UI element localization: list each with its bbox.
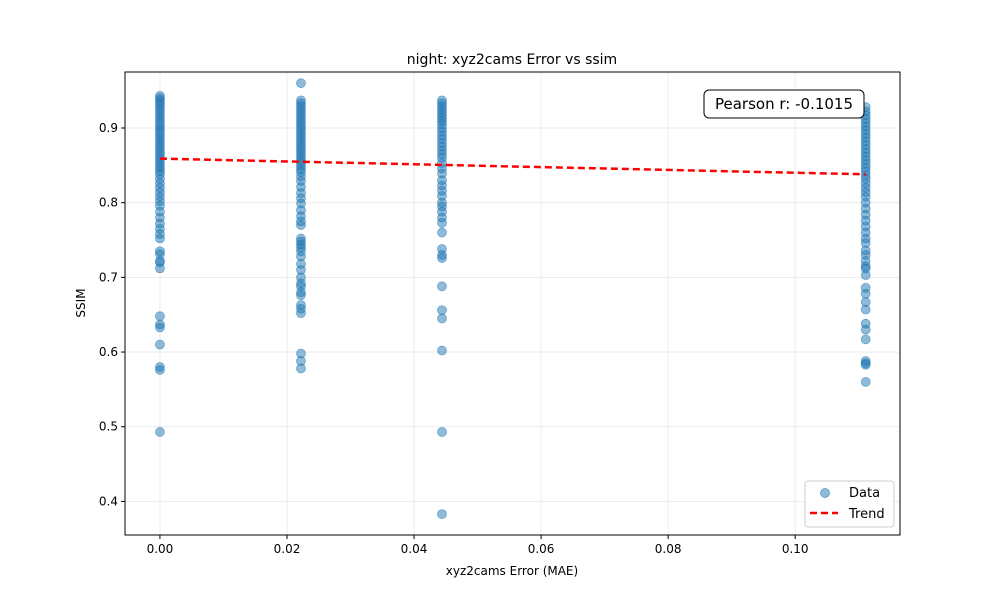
data-point (296, 78, 306, 89)
pearson-annotation: Pearson r: -0.1015 (703, 89, 865, 119)
data-point (860, 334, 871, 345)
legend-data-marker (820, 488, 830, 498)
data-point (860, 270, 871, 281)
data-point (437, 313, 447, 324)
data-point (155, 322, 165, 333)
y-axis-label: SSIM (74, 288, 88, 317)
y-axis-ticks: 0.4 0.5 0.6 0.7 0.8 0.9 (99, 121, 125, 508)
trend-line (159, 157, 866, 176)
data-point (437, 253, 447, 263)
trend-layer (159, 157, 866, 176)
pearson-annotation-text: Pearson r: -0.1015 (715, 95, 853, 113)
data-point (296, 308, 306, 319)
data-points (155, 78, 871, 519)
y-tick-label: 0.9 (99, 121, 118, 135)
data-point (155, 311, 165, 322)
data-point (296, 363, 306, 374)
data-point (860, 324, 871, 335)
chart-title: night: xyz2cams Error vs ssim (407, 52, 617, 68)
data-point (437, 217, 447, 228)
data-point (437, 227, 447, 238)
data-point (437, 427, 447, 437)
data-point (860, 377, 871, 387)
data-point (296, 220, 306, 230)
data-point (155, 365, 165, 375)
legend-trend-label: Trend (848, 507, 885, 522)
x-axis-label: xyz2cams Error (MAE) (446, 564, 578, 578)
data-point (437, 345, 447, 356)
grid (125, 72, 900, 535)
y-tick-label: 0.5 (99, 420, 118, 434)
x-tick-label: 0.08 (655, 542, 682, 556)
x-tick-label: 0.04 (401, 542, 428, 556)
x-tick-label: 0.06 (528, 542, 555, 556)
data-point (155, 233, 165, 244)
data-point (437, 305, 447, 316)
data-point (155, 427, 165, 437)
x-tick-label: 0.10 (782, 542, 809, 556)
data-point (860, 359, 871, 370)
y-tick-label: 0.4 (99, 494, 118, 508)
data-point (155, 339, 165, 350)
y-tick-label: 0.8 (99, 196, 118, 210)
x-axis-ticks: 0.00 0.02 0.04 0.06 0.08 0.10 (147, 535, 809, 556)
legend: Data Trend (804, 480, 895, 528)
data-point (437, 509, 447, 519)
data-point (860, 288, 871, 299)
legend-data-label: Data (849, 486, 880, 501)
data-point (437, 281, 447, 292)
data-point (296, 290, 306, 301)
annotation-box (703, 89, 865, 119)
x-tick-label: 0.00 (147, 542, 174, 556)
y-tick-label: 0.6 (99, 345, 118, 359)
data-point (155, 263, 165, 274)
data-point (860, 304, 871, 315)
x-tick-label: 0.02 (274, 542, 301, 556)
y-tick-label: 0.7 (99, 270, 118, 284)
plot-frame (124, 71, 901, 536)
